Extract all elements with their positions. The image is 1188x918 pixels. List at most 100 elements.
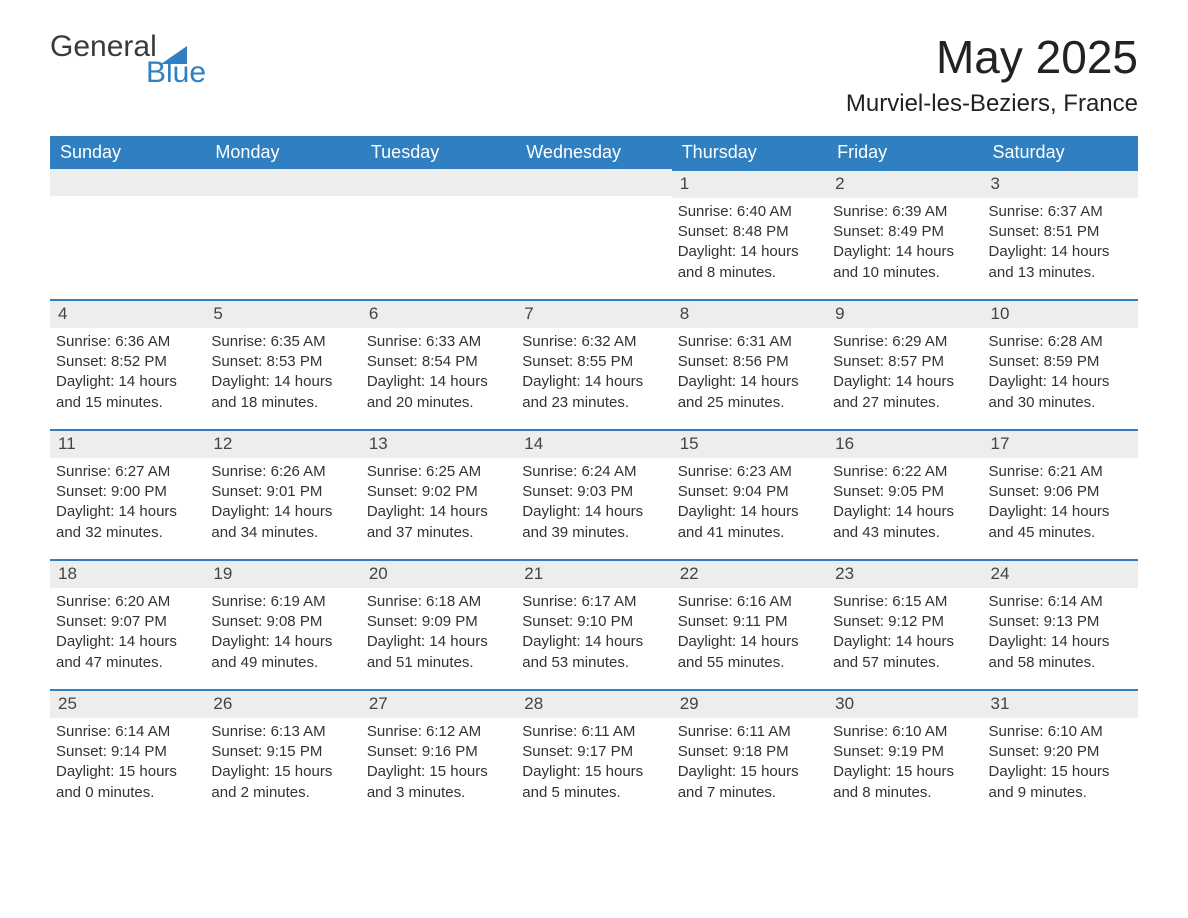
sunset-line: Sunset: 9:18 PM [678, 742, 821, 762]
day-header: Wednesday [516, 136, 671, 169]
day-cell: 9Sunrise: 6:29 AMSunset: 8:57 PMDaylight… [827, 299, 982, 429]
daylight-line: Daylight: 14 hours and 27 minutes. [833, 372, 976, 413]
day-cell: 11Sunrise: 6:27 AMSunset: 9:00 PMDayligh… [50, 429, 205, 559]
sunrise-line: Sunrise: 6:11 AM [522, 722, 665, 742]
day-cell: 8Sunrise: 6:31 AMSunset: 8:56 PMDaylight… [672, 299, 827, 429]
daylight-line: Daylight: 14 hours and 55 minutes. [678, 632, 821, 673]
day-cell: 22 Sunrise: 6:16 AMSunset: 9:11 PMDayligh… [672, 559, 827, 689]
day-header: Friday [827, 136, 982, 169]
day-cell: 3Sunrise: 6:37 AMSunset: 8:51 PMDaylight… [983, 169, 1138, 299]
day-number: 13 [361, 429, 516, 458]
calendar-header-row: SundayMondayTuesdayWednesdayThursdayFrid… [50, 136, 1138, 169]
sunrise-line: Sunrise: 6:11 AM [678, 722, 821, 742]
daylight-line: Daylight: 15 hours and 2 minutes. [211, 762, 354, 803]
day-number: 20 [361, 559, 516, 588]
daylight-line: Daylight: 14 hours and 45 minutes. [989, 502, 1132, 543]
day-header: Tuesday [361, 136, 516, 169]
daylight-line: Daylight: 14 hours and 30 minutes. [989, 372, 1132, 413]
daylight-line: Daylight: 14 hours and 15 minutes. [56, 372, 199, 413]
day-cell: 6Sunrise: 6:33 AMSunset: 8:54 PMDaylight… [361, 299, 516, 429]
sunrise-line: Sunrise: 6:17 AM [522, 592, 665, 612]
day-number: 16 [827, 429, 982, 458]
week-row: 1Sunrise: 6:40 AMSunset: 8:48 PMDaylight… [50, 169, 1138, 299]
sunrise-line: Sunrise: 6:40 AM [678, 202, 821, 222]
daylight-line: Daylight: 15 hours and 8 minutes. [833, 762, 976, 803]
flag-icon [161, 38, 187, 56]
day-cell: 5Sunrise: 6:35 AMSunset: 8:53 PMDaylight… [205, 299, 360, 429]
sunset-line: Sunset: 9:03 PM [522, 482, 665, 502]
sunset-line: Sunset: 9:01 PM [211, 482, 354, 502]
daylight-line: Daylight: 14 hours and 25 minutes. [678, 372, 821, 413]
day-number [50, 169, 205, 196]
day-cell: 16Sunrise: 6:22 AMSunset: 9:05 PMDayligh… [827, 429, 982, 559]
sunrise-line: Sunrise: 6:19 AM [211, 592, 354, 612]
daylight-line: Daylight: 14 hours and 37 minutes. [367, 502, 510, 543]
daylight-line: Daylight: 14 hours and 8 minutes. [678, 242, 821, 283]
location: Murviel-les-Beziers, France [846, 90, 1138, 118]
daylight-line: Daylight: 14 hours and 57 minutes. [833, 632, 976, 673]
day-number: 31 [983, 689, 1138, 718]
sunset-line: Sunset: 9:20 PM [989, 742, 1132, 762]
sunrise-line: Sunrise: 6:32 AM [522, 332, 665, 352]
daylight-line: Daylight: 14 hours and 34 minutes. [211, 502, 354, 543]
sunrise-line: Sunrise: 6:12 AM [367, 722, 510, 742]
sunrise-line: Sunrise: 6:10 AM [833, 722, 976, 742]
sunset-line: Sunset: 9:11 PM [678, 612, 821, 632]
day-number: 30 [827, 689, 982, 718]
day-number: 22 [672, 559, 827, 588]
sunset-line: Sunset: 9:10 PM [522, 612, 665, 632]
day-cell: 15Sunrise: 6:23 AMSunset: 9:04 PMDayligh… [672, 429, 827, 559]
sunrise-line: Sunrise: 6:37 AM [989, 202, 1132, 222]
day-number: 14 [516, 429, 671, 458]
day-cell: 19Sunrise: 6:19 AMSunset: 9:08 PMDayligh… [205, 559, 360, 689]
day-cell: 26Sunrise: 6:13 AMSunset: 9:15 PMDayligh… [205, 689, 360, 819]
daylight-line: Daylight: 15 hours and 0 minutes. [56, 762, 199, 803]
daylight-line: Daylight: 14 hours and 47 minutes. [56, 632, 199, 673]
sunset-line: Sunset: 9:02 PM [367, 482, 510, 502]
day-cell: 28Sunrise: 6:11 AMSunset: 9:17 PMDayligh… [516, 689, 671, 819]
day-cell: 7Sunrise: 6:32 AMSunset: 8:55 PMDaylight… [516, 299, 671, 429]
sunset-line: Sunset: 8:55 PM [522, 352, 665, 372]
sunrise-line: Sunrise: 6:28 AM [989, 332, 1132, 352]
logo-text-blue: Blue [146, 56, 206, 90]
day-number: 2 [827, 169, 982, 198]
day-header: Saturday [983, 136, 1138, 169]
daylight-line: Daylight: 15 hours and 5 minutes. [522, 762, 665, 803]
logo-text-general: General [50, 30, 157, 64]
week-row: 11Sunrise: 6:27 AMSunset: 9:00 PMDayligh… [50, 429, 1138, 559]
day-cell: 12Sunrise: 6:26 AMSunset: 9:01 PMDayligh… [205, 429, 360, 559]
sunrise-line: Sunrise: 6:39 AM [833, 202, 976, 222]
sunset-line: Sunset: 9:09 PM [367, 612, 510, 632]
sunrise-line: Sunrise: 6:14 AM [989, 592, 1132, 612]
day-number [361, 169, 516, 196]
sunrise-line: Sunrise: 6:14 AM [56, 722, 199, 742]
sunset-line: Sunset: 9:15 PM [211, 742, 354, 762]
day-number: 29 [672, 689, 827, 718]
daylight-line: Daylight: 15 hours and 7 minutes. [678, 762, 821, 803]
day-number: 28 [516, 689, 671, 718]
day-number: 1 [672, 169, 827, 198]
daylight-line: Daylight: 14 hours and 49 minutes. [211, 632, 354, 673]
day-number: 7 [516, 299, 671, 328]
day-number: 25 [50, 689, 205, 718]
day-cell: 23Sunrise: 6:15 AMSunset: 9:12 PMDayligh… [827, 559, 982, 689]
daylight-line: Daylight: 14 hours and 10 minutes. [833, 242, 976, 283]
sunset-line: Sunset: 9:14 PM [56, 742, 199, 762]
day-header: Sunday [50, 136, 205, 169]
day-cell: 24Sunrise: 6:14 AMSunset: 9:13 PMDayligh… [983, 559, 1138, 689]
sunset-line: Sunset: 9:06 PM [989, 482, 1132, 502]
week-row: 25Sunrise: 6:14 AMSunset: 9:14 PMDayligh… [50, 689, 1138, 819]
sunrise-line: Sunrise: 6:36 AM [56, 332, 199, 352]
sunset-line: Sunset: 9:12 PM [833, 612, 976, 632]
daylight-line: Daylight: 14 hours and 58 minutes. [989, 632, 1132, 673]
sunrise-line: Sunrise: 6:16 AM [678, 592, 821, 612]
daylight-line: Daylight: 14 hours and 32 minutes. [56, 502, 199, 543]
sunset-line: Sunset: 8:53 PM [211, 352, 354, 372]
sunrise-line: Sunrise: 6:20 AM [56, 592, 199, 612]
daylight-line: Daylight: 14 hours and 41 minutes. [678, 502, 821, 543]
daylight-line: Daylight: 14 hours and 18 minutes. [211, 372, 354, 413]
day-cell [50, 169, 205, 299]
day-number: 6 [361, 299, 516, 328]
day-number: 11 [50, 429, 205, 458]
logo: General Blue [50, 30, 206, 90]
